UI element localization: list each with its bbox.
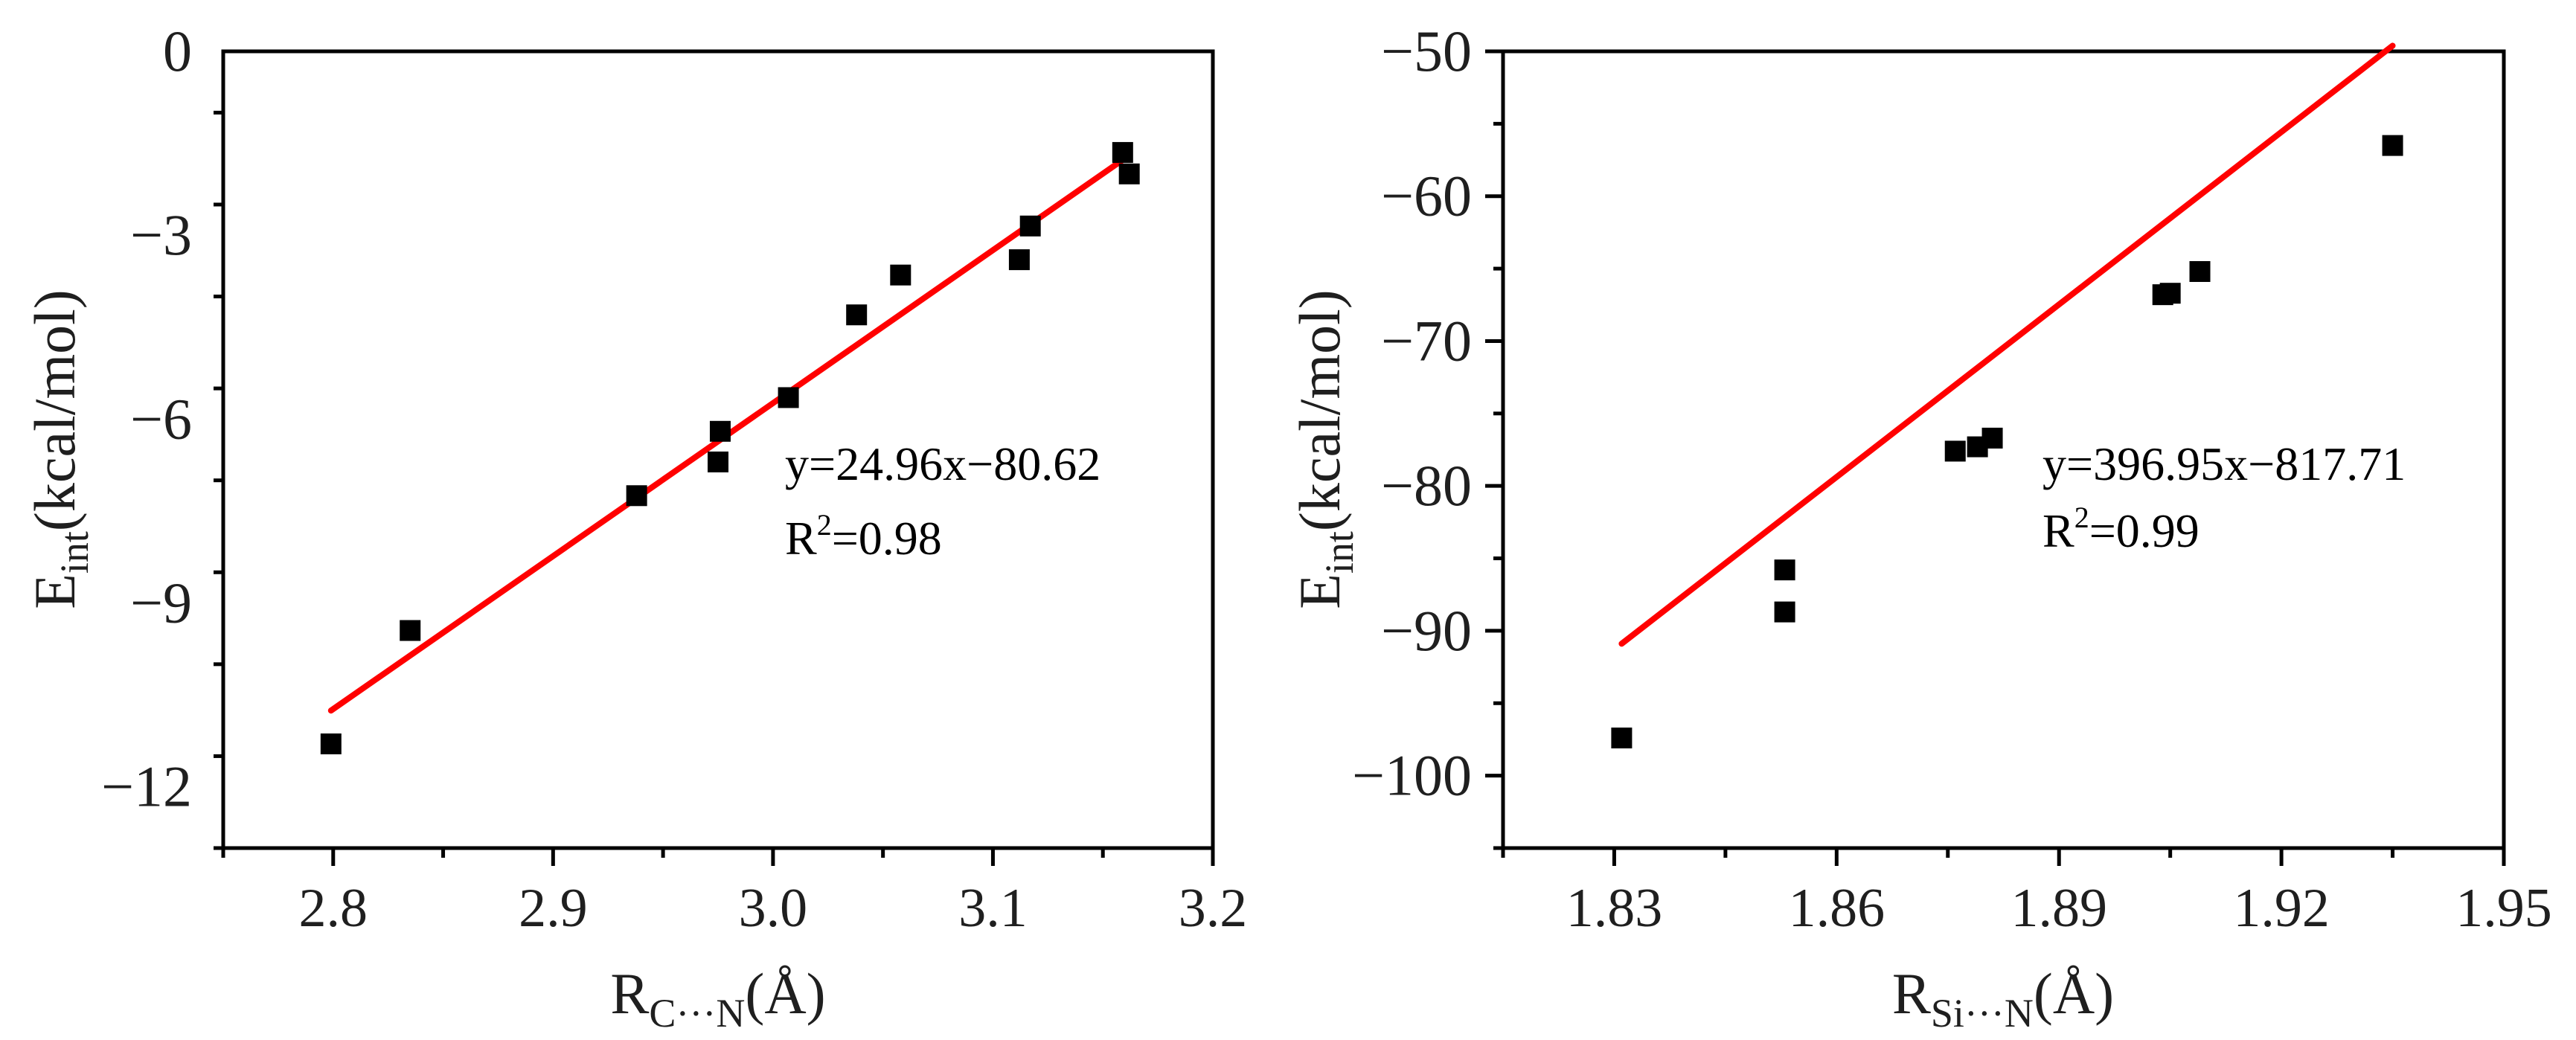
chart-right: 1.83 1.86 1.89 1.92 1.95 −50 −60 −70 −80 −90 −100… (1287, 19, 2552, 1036)
y-tick-label-left: −9 (130, 570, 192, 635)
x-tick-label-left: 2.9 (519, 878, 588, 939)
data-point-left (320, 733, 342, 754)
x-tick-label-right: 1.92 (2233, 878, 2330, 939)
data-point-left (1118, 163, 1140, 184)
x-tick-label-left: 3.2 (1179, 878, 1248, 939)
data-point-right (2159, 283, 2181, 304)
y-tick-label-right: −50 (1381, 19, 1472, 83)
fit-line-right-group (1618, 42, 2396, 647)
data-point-left (400, 620, 421, 641)
data-point-left (778, 387, 799, 408)
data-point-left (708, 451, 728, 472)
x-tick-label-right: 1.86 (1789, 878, 1885, 939)
data-point-left (1019, 215, 1041, 237)
chart-left: 2.8 2.9 3.0 3.1 3.2 0 −3 −6 −9 −12 y=24.96x−80.6… (22, 19, 1247, 1036)
data-point-right (1981, 427, 2003, 449)
data-point-right (2382, 135, 2403, 156)
data-point-right (1774, 601, 1795, 623)
x-tick-label-right: 1.83 (1566, 878, 1663, 939)
x-ticks-left: 2.8 2.9 3.0 3.1 3.2 (221, 848, 1248, 939)
x-axis-label-left: RC···N(Å) (610, 961, 825, 1036)
y-axis-label-right: Eint(kcal/mol) (1287, 289, 1362, 609)
data-point-right (1774, 559, 1795, 581)
data-point-right (1944, 440, 1966, 462)
equation-right: y=396.95x−817.71 (2042, 437, 2406, 490)
y-tick-label-left: −12 (101, 754, 192, 819)
y-ticks-right: −50 −60 −70 −80 −90 −100 (1352, 19, 1503, 850)
x-tick-label-right: 1.95 (2455, 878, 2552, 939)
y-tick-label-left: −6 (130, 386, 192, 451)
r-squared-right: R2=0.99 (2042, 501, 2199, 557)
points-right (1611, 135, 2403, 749)
y-tick-label-right: −60 (1381, 164, 1472, 228)
fit-line-right (1618, 42, 2396, 647)
y-axis-label-left: Eint(kcal/mol) (22, 289, 97, 609)
plot-frame-left (221, 49, 1215, 850)
data-point-right (1611, 728, 1633, 749)
y-tick-label-right: −80 (1381, 453, 1472, 518)
x-tick-label-left: 3.1 (958, 878, 1028, 939)
equation-left: y=24.96x−80.62 (785, 437, 1100, 490)
data-point-left (1112, 141, 1133, 163)
y-ticks-left: 0 −3 −6 −9 −12 (101, 19, 223, 850)
data-point-right (2189, 260, 2211, 282)
data-point-left (846, 304, 868, 326)
x-tick-label-left: 2.8 (299, 878, 368, 939)
y-tick-label-right: −70 (1381, 308, 1472, 373)
points-left (320, 141, 1140, 754)
data-point-left (1008, 249, 1030, 271)
x-axis-label-right: RSi···N(Å) (1892, 961, 2114, 1036)
plot-frame-right (1501, 49, 2506, 850)
data-point-left (626, 485, 647, 507)
x-tick-label-right: 1.89 (2011, 878, 2107, 939)
y-tick-label-right: −90 (1381, 598, 1472, 663)
x-tick-label-left: 3.0 (739, 878, 808, 939)
y-tick-label-left: −3 (130, 202, 192, 267)
r-squared-left: R2=0.98 (785, 508, 942, 565)
y-tick-label-right: −100 (1352, 743, 1472, 808)
x-ticks-right: 1.83 1.86 1.89 1.92 1.95 (1501, 848, 2552, 939)
y-tick-label-left: 0 (163, 19, 192, 83)
data-point-left (890, 264, 911, 286)
data-point-left (709, 420, 731, 442)
